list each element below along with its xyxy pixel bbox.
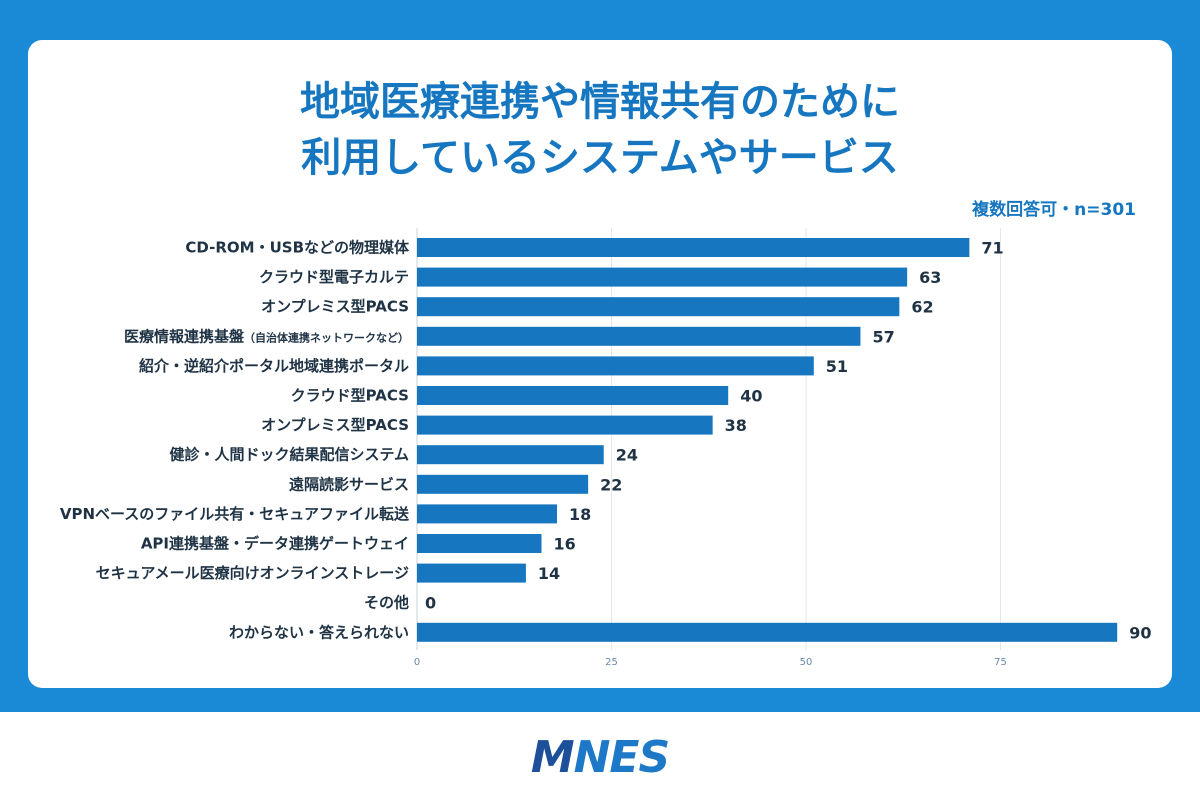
bar	[417, 563, 526, 583]
value-label: 18	[569, 505, 591, 524]
category-label: 健診・人間ドック結果配信システム	[169, 446, 409, 464]
category-label: API連携基盤・データ連携ゲートウェイ	[141, 535, 409, 553]
bar	[417, 622, 1118, 642]
x-tick-label: 50	[800, 657, 813, 668]
chart-card: 地域医療連携や情報共有のために 利用しているシステムやサービス 複数回答可・n=…	[28, 40, 1172, 688]
category-label: クラウド型PACS	[291, 387, 409, 405]
value-label: 22	[600, 475, 622, 494]
logo-text: NES	[573, 732, 671, 783]
bar	[417, 445, 604, 465]
bar-chart: 0 25 50 75 CD-ROM・USBなどの物理媒体 71 クラウド型電子カルテ 63 オン…	[60, 228, 1151, 668]
x-tick-label: 75	[994, 657, 1007, 668]
value-label: 57	[872, 327, 894, 346]
x-tick-label: 0	[414, 657, 420, 668]
bar	[417, 534, 542, 553]
value-label: 71	[981, 239, 1003, 258]
logo-letter-m: M	[530, 732, 575, 783]
value-label: 0	[425, 594, 436, 613]
value-label: 14	[538, 564, 560, 583]
value-label: 51	[826, 357, 848, 376]
value-label: 16	[553, 535, 575, 554]
category-label: 遠隔読影サービス	[289, 475, 409, 493]
category-label: CD-ROM・USBなどの物理媒体	[185, 239, 410, 257]
category-label: 医療情報連携基盤（自治体連携ネットワークなど）	[124, 327, 409, 345]
response-note: 複数回答可・n=301	[972, 200, 1136, 220]
category-label: わからない・答えられない	[229, 623, 409, 641]
footer: MNES	[0, 712, 1200, 800]
bar	[417, 415, 713, 435]
chart-title: 地域医療連携や情報共有のために 利用しているシステムやサービス	[28, 74, 1172, 186]
chart-title-line-2: 利用しているシステムやサービス	[301, 135, 899, 181]
value-label: 63	[919, 268, 941, 287]
bar	[417, 238, 970, 257]
category-label: 紹介・逆紹介ポータル地域連携ポータル	[139, 357, 409, 375]
value-label: 38	[725, 416, 747, 435]
category-label: セキュアメール医療向けオンラインストレージ	[96, 564, 409, 582]
category-label: クラウド型電子カルテ	[259, 268, 409, 286]
category-label: オンプレミス型PACS	[261, 298, 409, 316]
x-tick-label: 25	[605, 657, 618, 668]
bar	[417, 474, 589, 494]
value-label: 40	[740, 387, 762, 406]
category-label: その他	[364, 594, 409, 612]
value-label: 62	[911, 298, 933, 317]
bar	[417, 504, 558, 524]
category-label: オンプレミス型PACS	[261, 416, 409, 434]
mnes-logo: MNES	[0, 732, 1200, 783]
bar	[417, 326, 861, 346]
category-label: VPNベースのファイル共有・セキュアファイル転送	[60, 505, 410, 523]
bar	[417, 267, 908, 287]
bar	[417, 386, 729, 405]
bar	[417, 297, 900, 317]
chart-title-line-1: 地域医療連携や情報共有のために	[300, 79, 900, 125]
value-label: 90	[1129, 623, 1151, 642]
bar	[417, 356, 814, 376]
value-label: 24	[616, 446, 638, 465]
